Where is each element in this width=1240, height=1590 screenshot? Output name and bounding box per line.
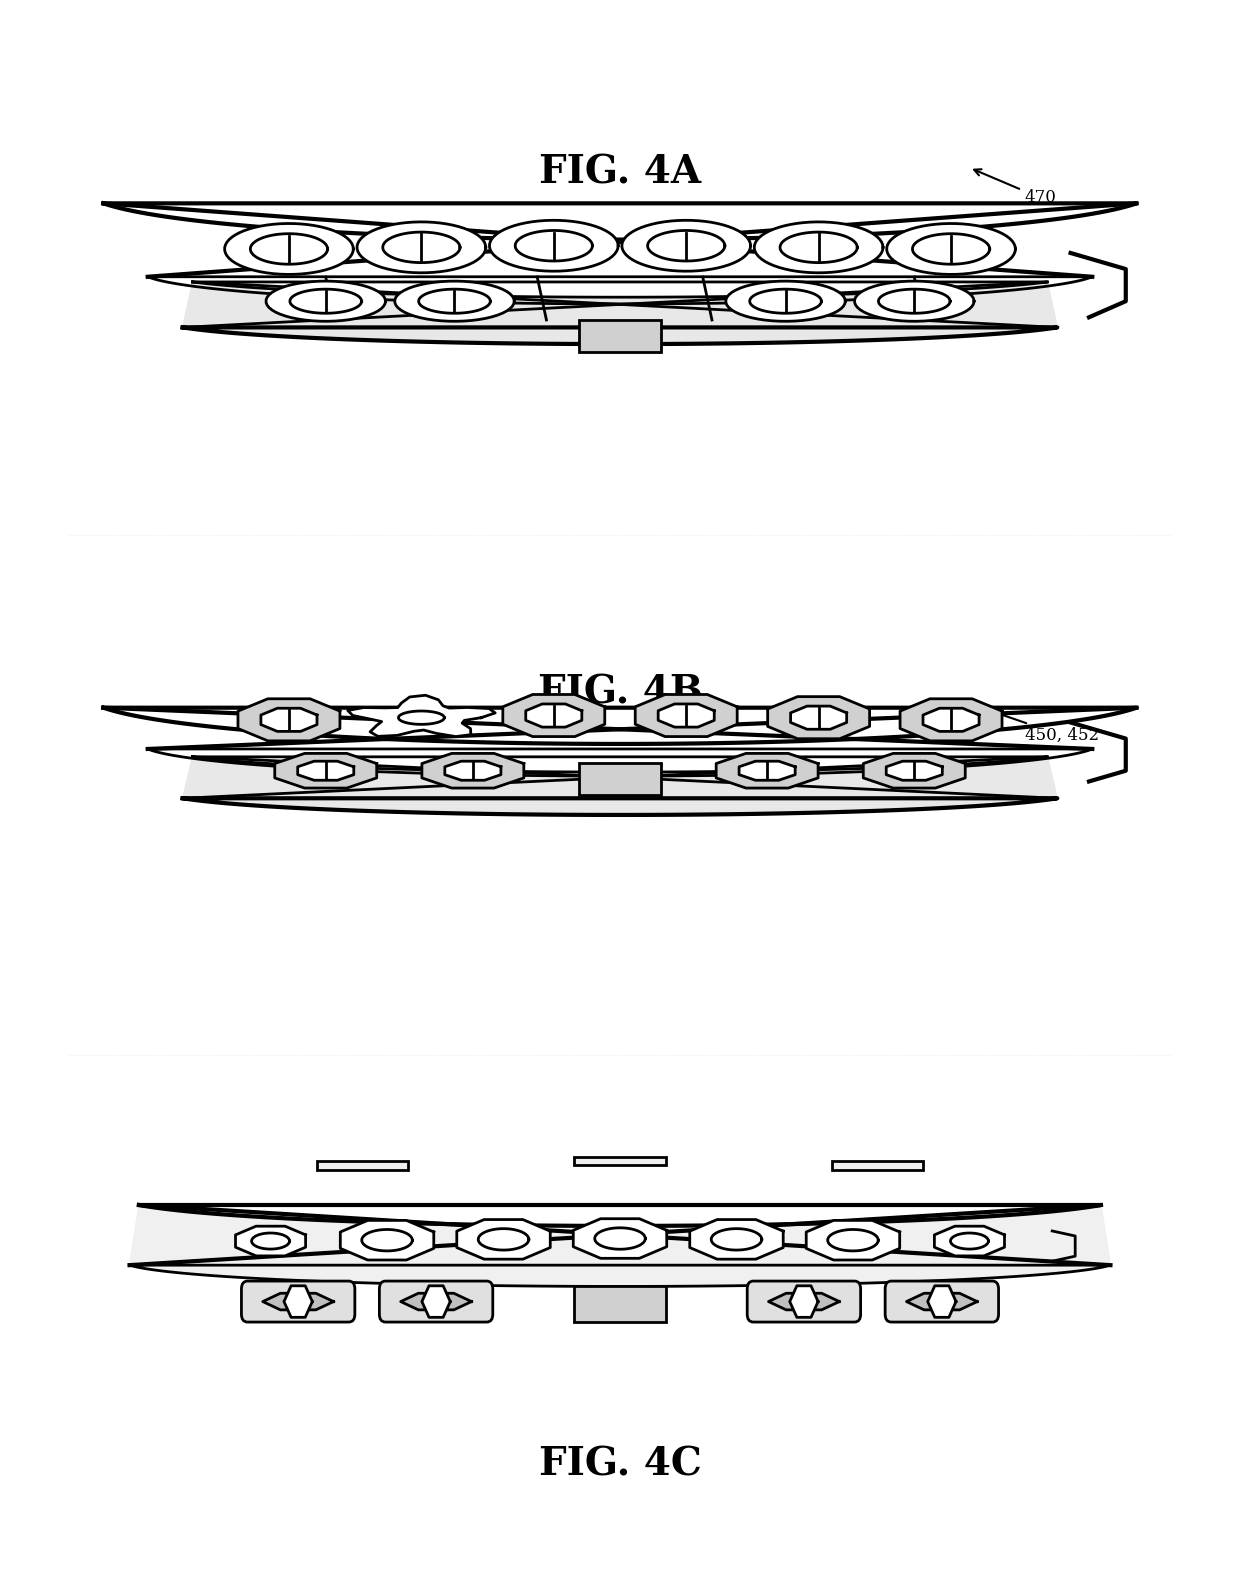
Polygon shape — [595, 1227, 645, 1250]
Bar — [579, 320, 661, 351]
Polygon shape — [103, 708, 1137, 776]
Polygon shape — [236, 1226, 305, 1256]
Polygon shape — [791, 706, 847, 730]
Polygon shape — [725, 281, 846, 321]
Polygon shape — [739, 762, 795, 781]
Polygon shape — [806, 1221, 900, 1259]
Polygon shape — [340, 1221, 434, 1259]
FancyBboxPatch shape — [379, 1282, 492, 1321]
Polygon shape — [224, 224, 353, 275]
Text: 470: 470 — [975, 169, 1056, 207]
Polygon shape — [790, 1286, 818, 1318]
Polygon shape — [622, 221, 750, 272]
Polygon shape — [394, 281, 515, 321]
Polygon shape — [479, 1229, 528, 1250]
Polygon shape — [863, 754, 965, 789]
Polygon shape — [951, 1232, 988, 1250]
Polygon shape — [238, 698, 340, 741]
Text: FIG. 4A: FIG. 4A — [539, 154, 701, 191]
Polygon shape — [906, 1293, 977, 1310]
Polygon shape — [928, 1286, 956, 1318]
Polygon shape — [769, 1293, 839, 1310]
Polygon shape — [689, 1220, 784, 1259]
Polygon shape — [754, 223, 883, 273]
Polygon shape — [456, 1220, 551, 1259]
Text: FIG. 4C: FIG. 4C — [538, 1445, 702, 1483]
Polygon shape — [275, 754, 377, 789]
Bar — [574, 1156, 666, 1165]
Polygon shape — [422, 1286, 450, 1318]
Polygon shape — [357, 223, 486, 273]
Polygon shape — [658, 704, 714, 727]
Polygon shape — [401, 1293, 471, 1310]
FancyBboxPatch shape — [242, 1282, 355, 1321]
Polygon shape — [347, 695, 495, 736]
Bar — [316, 1161, 408, 1170]
Polygon shape — [768, 696, 869, 739]
Bar — [579, 763, 661, 795]
Polygon shape — [935, 1226, 1004, 1256]
Polygon shape — [502, 695, 605, 736]
Polygon shape — [712, 1229, 761, 1250]
Polygon shape — [526, 704, 582, 727]
Polygon shape — [252, 1232, 289, 1250]
Polygon shape — [573, 1218, 667, 1258]
Polygon shape — [490, 221, 619, 272]
Text: FIG. 4B: FIG. 4B — [538, 674, 702, 712]
Polygon shape — [887, 224, 1016, 275]
Bar — [574, 1286, 666, 1321]
Polygon shape — [129, 1205, 1111, 1286]
Polygon shape — [267, 281, 386, 321]
Polygon shape — [298, 762, 353, 781]
Polygon shape — [445, 762, 501, 781]
Polygon shape — [854, 281, 975, 321]
Polygon shape — [103, 204, 1137, 304]
FancyBboxPatch shape — [748, 1282, 861, 1321]
Polygon shape — [887, 762, 942, 781]
Polygon shape — [422, 754, 523, 789]
Polygon shape — [828, 1229, 878, 1251]
Polygon shape — [717, 754, 818, 789]
Polygon shape — [260, 708, 317, 731]
Polygon shape — [284, 1286, 312, 1318]
Polygon shape — [362, 1229, 413, 1251]
Bar — [832, 1161, 924, 1170]
FancyBboxPatch shape — [885, 1282, 998, 1321]
Polygon shape — [182, 281, 1058, 343]
Text: 450, 452: 450, 452 — [975, 704, 1099, 744]
Polygon shape — [923, 708, 980, 731]
Polygon shape — [182, 757, 1058, 816]
Polygon shape — [635, 695, 738, 736]
Polygon shape — [900, 698, 1002, 741]
Polygon shape — [263, 1293, 334, 1310]
